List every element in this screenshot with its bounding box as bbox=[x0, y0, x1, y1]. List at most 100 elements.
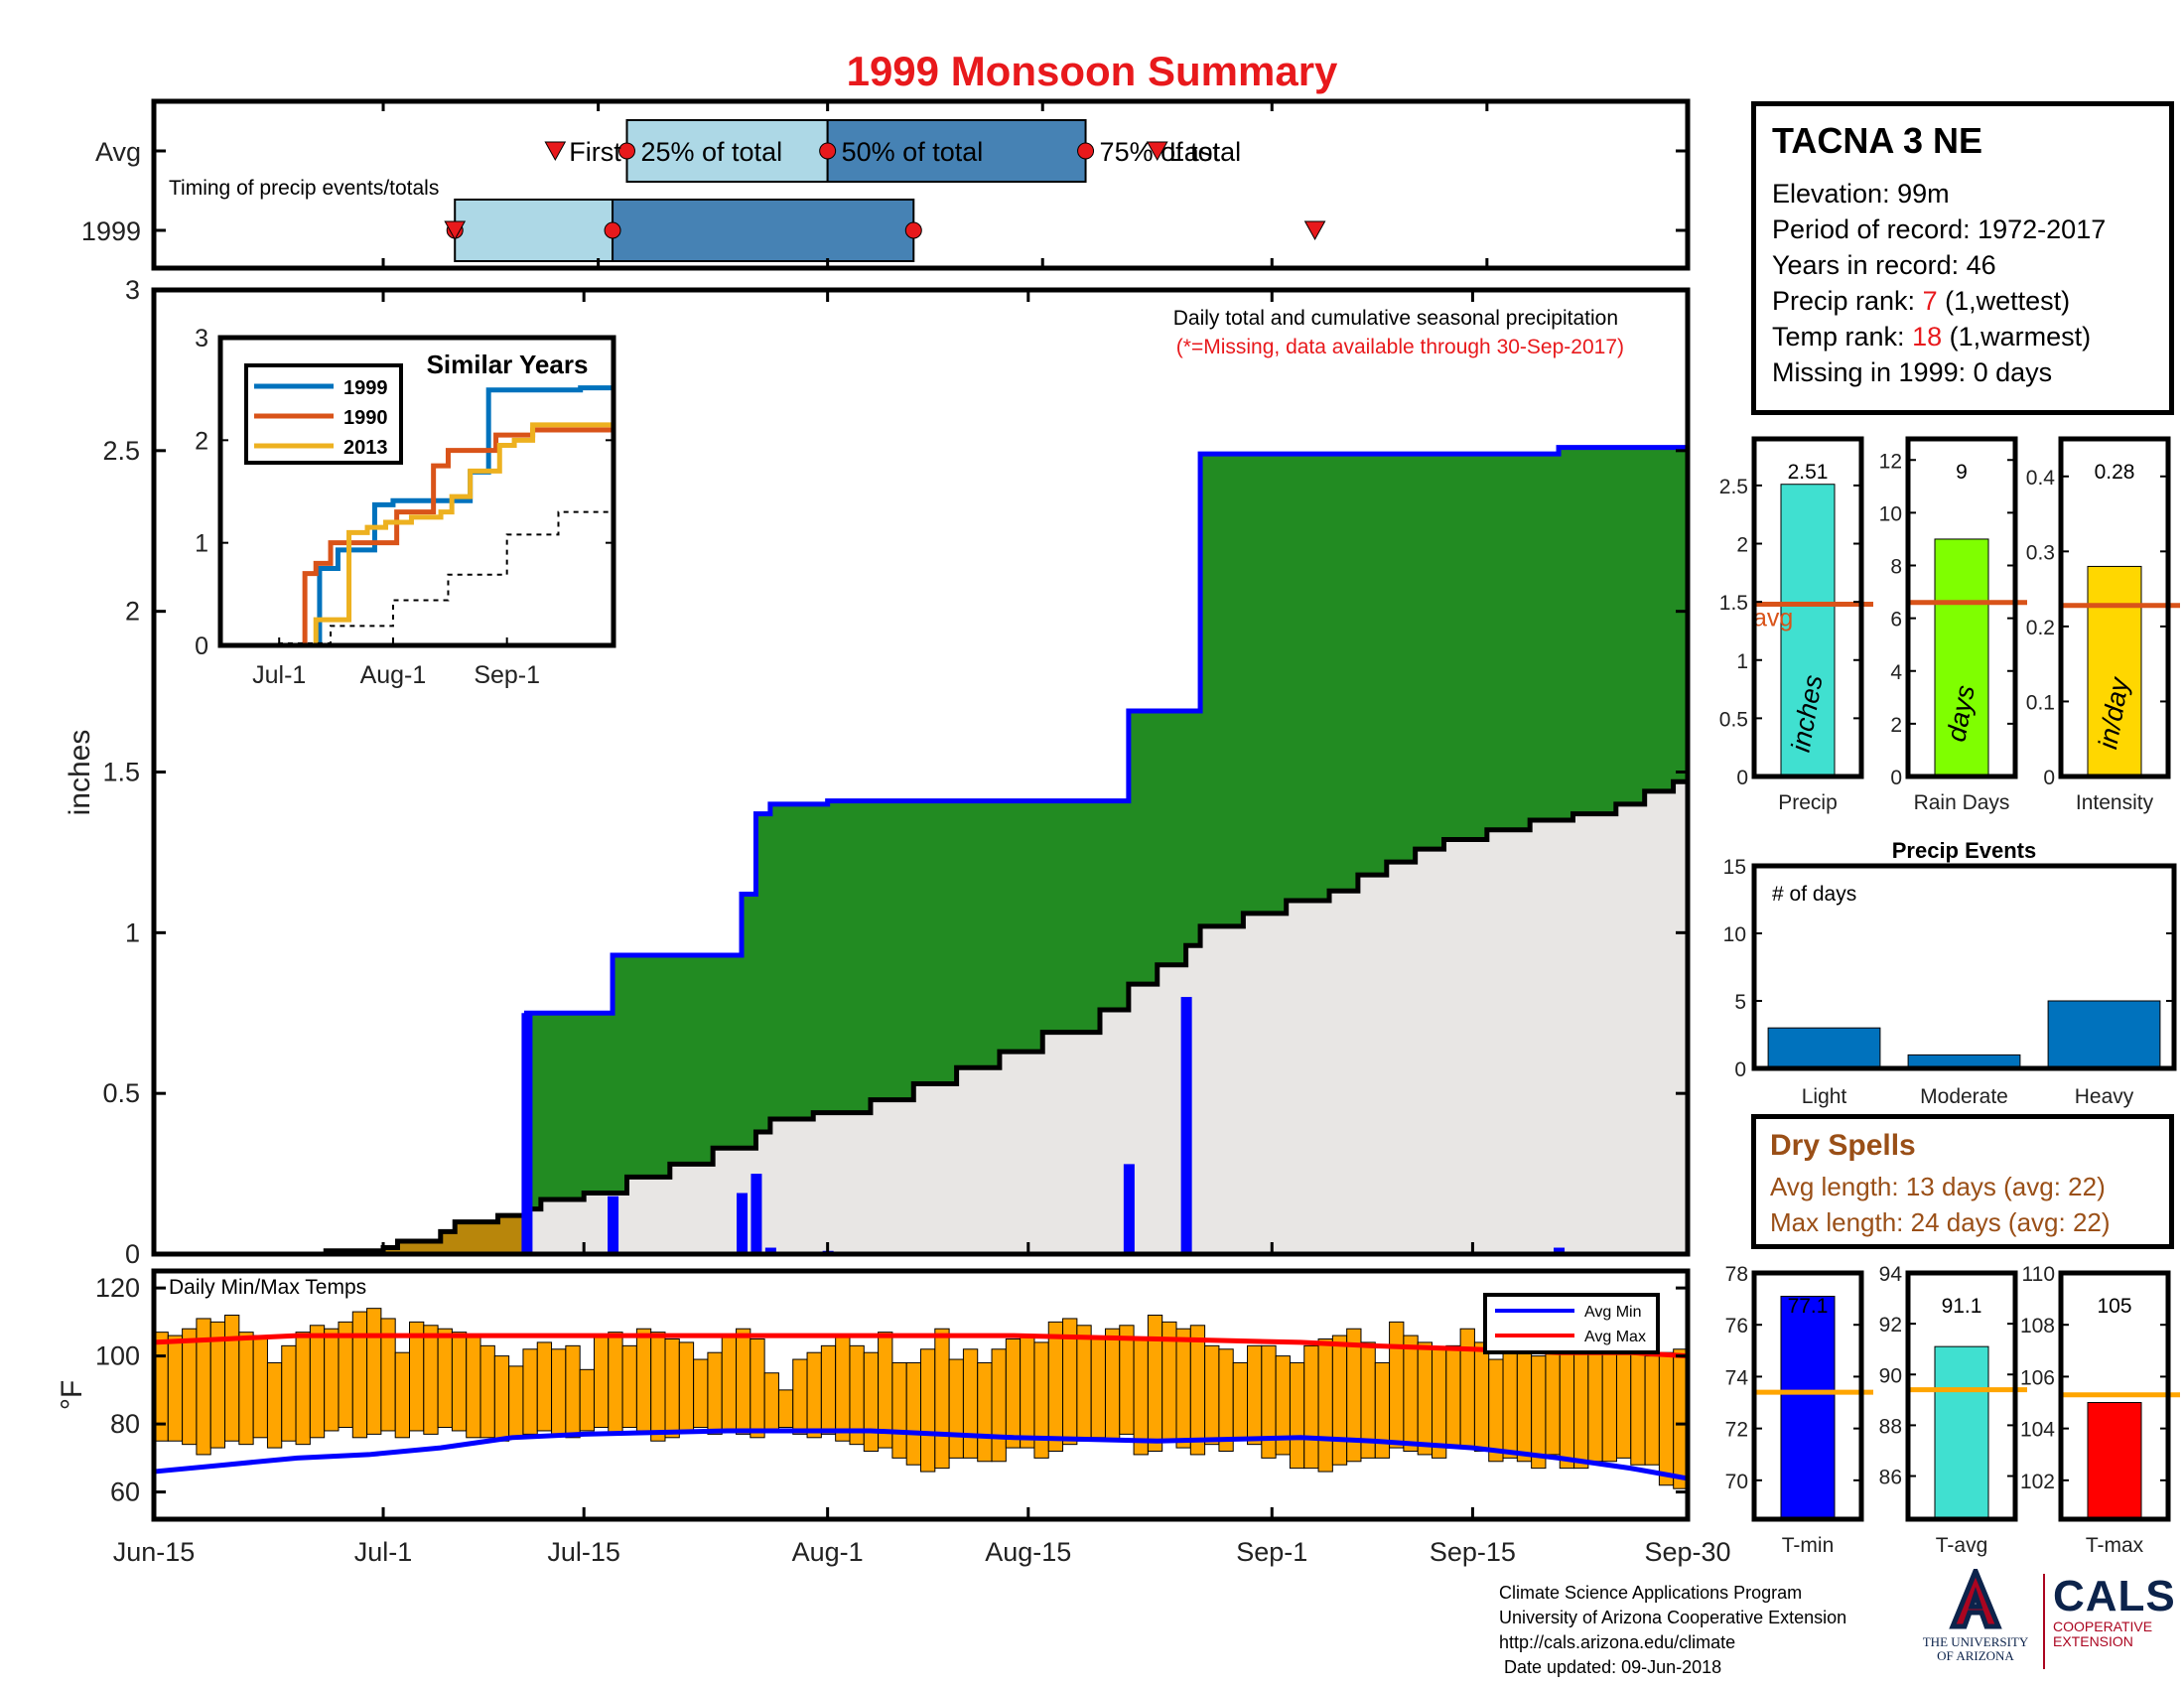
daily-temp-bar bbox=[281, 1344, 297, 1442]
stat-panel-frame bbox=[1905, 1270, 2018, 1522]
dry-spells-max-line: Max length: 24 days (avg: 22) bbox=[1770, 1207, 2111, 1237]
temperature-chart: 60 80 100 120 Jun-15 Jul-1 Jul-15 Aug-1 Aug-15 Se… bbox=[56, 1271, 1731, 1567]
daily-precip-bar bbox=[1123, 1164, 1135, 1254]
stat-ytick-label: 6 bbox=[1890, 609, 1902, 632]
inset-frame bbox=[217, 335, 616, 648]
daily-temp-bar bbox=[423, 1325, 439, 1435]
stat-ytick-label: 0.5 bbox=[1719, 708, 1748, 731]
stat-panel-frame bbox=[1751, 436, 1864, 779]
stat-ytick-label: 86 bbox=[1879, 1467, 1902, 1489]
stat-xlabel: T-min bbox=[1782, 1534, 1835, 1557]
precip-rank-suffix: (1,wettest) bbox=[1937, 286, 2071, 316]
cals-sub-2: EXTENSION bbox=[2053, 1633, 2133, 1649]
timing-row-avg: Avg bbox=[95, 137, 141, 167]
events-bar bbox=[1767, 1027, 1881, 1069]
daily-temp-bar bbox=[238, 1332, 254, 1446]
stat-ytick-label: 0 bbox=[1736, 767, 1748, 789]
events-category-label: Light bbox=[1802, 1085, 1847, 1108]
stat-bar bbox=[2087, 565, 2142, 777]
stat-ytick-label: 0.3 bbox=[2026, 541, 2055, 564]
daily-temp-bar bbox=[1232, 1361, 1249, 1439]
daily-temp-bar bbox=[736, 1328, 751, 1435]
daily-temp-bar bbox=[466, 1335, 481, 1439]
daily-temp-bar bbox=[1432, 1348, 1447, 1459]
daily-temp-bar bbox=[493, 1355, 510, 1442]
main-chart-note: (*=Missing, data available through 30-Se… bbox=[1176, 336, 1624, 358]
daily-temp-bar bbox=[1658, 1351, 1675, 1486]
daily-temp-bar bbox=[1005, 1337, 1022, 1449]
daily-temp-bar bbox=[1559, 1348, 1575, 1470]
avg-last-marker bbox=[1146, 141, 1168, 162]
legend-label-avg-max: Avg Max bbox=[1584, 1329, 1646, 1345]
inset-xtick-label: Sep-1 bbox=[474, 661, 540, 689]
stat-ytick-label: 0.4 bbox=[2026, 467, 2056, 490]
daily-temp-bar bbox=[1531, 1355, 1547, 1470]
events-ylabel: # of days bbox=[1772, 883, 1856, 906]
daily-temp-bar bbox=[1147, 1315, 1163, 1453]
inset-series-line bbox=[220, 427, 614, 648]
stat-panel-frame bbox=[2058, 1270, 2171, 1522]
stat-ytick-label: 2 bbox=[1890, 714, 1902, 737]
credits: Climate Science Applications Program Uni… bbox=[1499, 1581, 1846, 1680]
stat-bar bbox=[1934, 1345, 1989, 1520]
daily-temp-bar bbox=[579, 1368, 595, 1432]
stat-value-label: 91.1 bbox=[1942, 1295, 1982, 1318]
stat-bar bbox=[1934, 538, 1989, 777]
marker-label-first: First bbox=[569, 137, 621, 167]
daily-temp-bar bbox=[1020, 1335, 1035, 1449]
daily-temp-bar bbox=[1488, 1358, 1504, 1463]
temp-ylabel: °F bbox=[56, 1380, 88, 1410]
daily-temp-bar bbox=[750, 1337, 765, 1439]
daily-temp-bar bbox=[792, 1358, 808, 1435]
temp-xtick-label: Jun-15 bbox=[113, 1537, 196, 1567]
stat-ytick-label: 8 bbox=[1890, 556, 1902, 579]
events-ytick-label: 15 bbox=[1723, 856, 1746, 879]
timing-label: Timing of precip events/totals bbox=[169, 177, 439, 200]
daily-temp-bar bbox=[920, 1348, 936, 1473]
marker-label-last: Last bbox=[1169, 137, 1221, 167]
events-ytick-label: 10 bbox=[1723, 923, 1746, 946]
temp-xtick-label: Sep-1 bbox=[1236, 1537, 1307, 1567]
stat-ytick-label: 108 bbox=[2020, 1315, 2055, 1337]
daily-temp-bar bbox=[565, 1344, 581, 1439]
average-cumulative-line bbox=[154, 777, 1691, 1257]
stat-ytick-label: 110 bbox=[2022, 1263, 2055, 1286]
y1999-first-marker bbox=[444, 220, 467, 241]
daily-temp-bar bbox=[1389, 1321, 1405, 1449]
stat-xlabel: T-avg bbox=[1936, 1534, 1988, 1557]
stat-ytick-label: 90 bbox=[1879, 1364, 1902, 1387]
inset-ytick-label: 3 bbox=[195, 325, 208, 352]
inset-series-line bbox=[220, 385, 614, 648]
stat-panel-t-max: 105 102 104 106 108 110 T-max bbox=[2020, 1263, 2180, 1557]
inset-legend-label: 1999 bbox=[343, 377, 388, 399]
stat-ytick-label: 104 bbox=[2020, 1419, 2055, 1442]
daily-temp-bar bbox=[635, 1328, 652, 1432]
station-info-box: TACNA 3 NE Elevation: 99m Period of reco… bbox=[1751, 101, 2174, 415]
daily-temp-bar bbox=[678, 1341, 695, 1432]
average-cumulative-area bbox=[154, 777, 1688, 1254]
daily-temp-bar bbox=[707, 1351, 723, 1435]
stat-bar bbox=[1780, 1295, 1836, 1520]
y1999-25-50-box bbox=[612, 199, 915, 262]
inset-series-line bbox=[220, 422, 614, 648]
main-ytick-label: 0 bbox=[125, 1239, 140, 1269]
daily-temp-bar bbox=[409, 1321, 425, 1432]
stat-avg-label: avg bbox=[1753, 604, 1793, 632]
stat-ytick-label: 92 bbox=[1879, 1314, 1902, 1336]
daily-temp-bar bbox=[1104, 1328, 1121, 1442]
university-of-arizona-logo: THE UNIVERSITY OF ARIZONA bbox=[1916, 1564, 2035, 1678]
temp-xtick-label: Aug-1 bbox=[792, 1537, 864, 1567]
dry-spells-box: Dry Spells Avg length: 13 days (avg: 22)… bbox=[1751, 1114, 2174, 1249]
daily-temp-bar bbox=[394, 1351, 411, 1439]
cals-text: CALS bbox=[2053, 1572, 2176, 1620]
daily-temp-bar bbox=[309, 1325, 326, 1439]
events-category-label: Moderate bbox=[1920, 1085, 2008, 1108]
legend-label-avg-min: Avg Min bbox=[1584, 1304, 1642, 1321]
precip-events-chart: Light Moderate Heavy 0 5 10 15 Precip Events # o… bbox=[1723, 838, 2174, 1108]
daily-precip-bar bbox=[751, 1174, 762, 1254]
stat-ytick-label: 106 bbox=[2020, 1366, 2055, 1389]
inset-title: Similar Years bbox=[427, 350, 589, 379]
